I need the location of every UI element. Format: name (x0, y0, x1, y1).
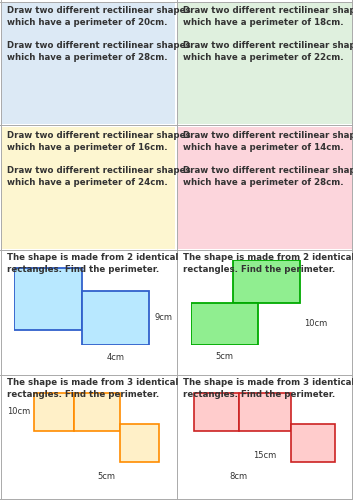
Bar (34, 392, 73, 430)
Bar (191, 302, 258, 345)
Text: The shape is made from 2 identical
rectangles. Find the perimeter.: The shape is made from 2 identical recta… (183, 253, 353, 274)
Text: The shape is made from 3 identical
rectangles. Find the perimeter.: The shape is made from 3 identical recta… (7, 378, 178, 399)
Bar (82, 291, 149, 345)
Bar (73, 392, 120, 430)
Text: Draw two different rectilinear shapes
which have a perimeter of 16cm.

Draw two : Draw two different rectilinear shapes wh… (7, 131, 191, 187)
Text: The shape is made from 2 identical
rectangles. Find the perimeter.: The shape is made from 2 identical recta… (7, 253, 178, 274)
Bar (120, 424, 159, 463)
Bar (195, 392, 239, 430)
Text: 8cm: 8cm (230, 472, 248, 482)
Bar (239, 392, 291, 430)
Text: Draw two different rectilinear shapes
which have a perimeter of 18cm.

Draw two : Draw two different rectilinear shapes wh… (183, 6, 353, 62)
Text: The shape is made from 3 identical
rectangles. Find the perimeter.: The shape is made from 3 identical recta… (183, 378, 353, 399)
Text: 10cm: 10cm (7, 407, 30, 416)
Text: Draw two different rectilinear shapes
which have a perimeter of 14cm.

Draw two : Draw two different rectilinear shapes wh… (183, 131, 353, 187)
Text: Draw two different rectilinear shapes
which have a perimeter of 20cm.

Draw two : Draw two different rectilinear shapes wh… (7, 6, 191, 62)
Text: 10cm: 10cm (304, 320, 327, 328)
Text: 5cm: 5cm (215, 352, 233, 362)
Bar (233, 260, 300, 302)
Text: 15cm: 15cm (253, 452, 276, 460)
Text: 9cm: 9cm (154, 314, 172, 322)
Bar (291, 424, 335, 463)
Bar (14, 268, 82, 330)
Text: 5cm: 5cm (97, 472, 115, 482)
Text: 4cm: 4cm (106, 352, 124, 362)
